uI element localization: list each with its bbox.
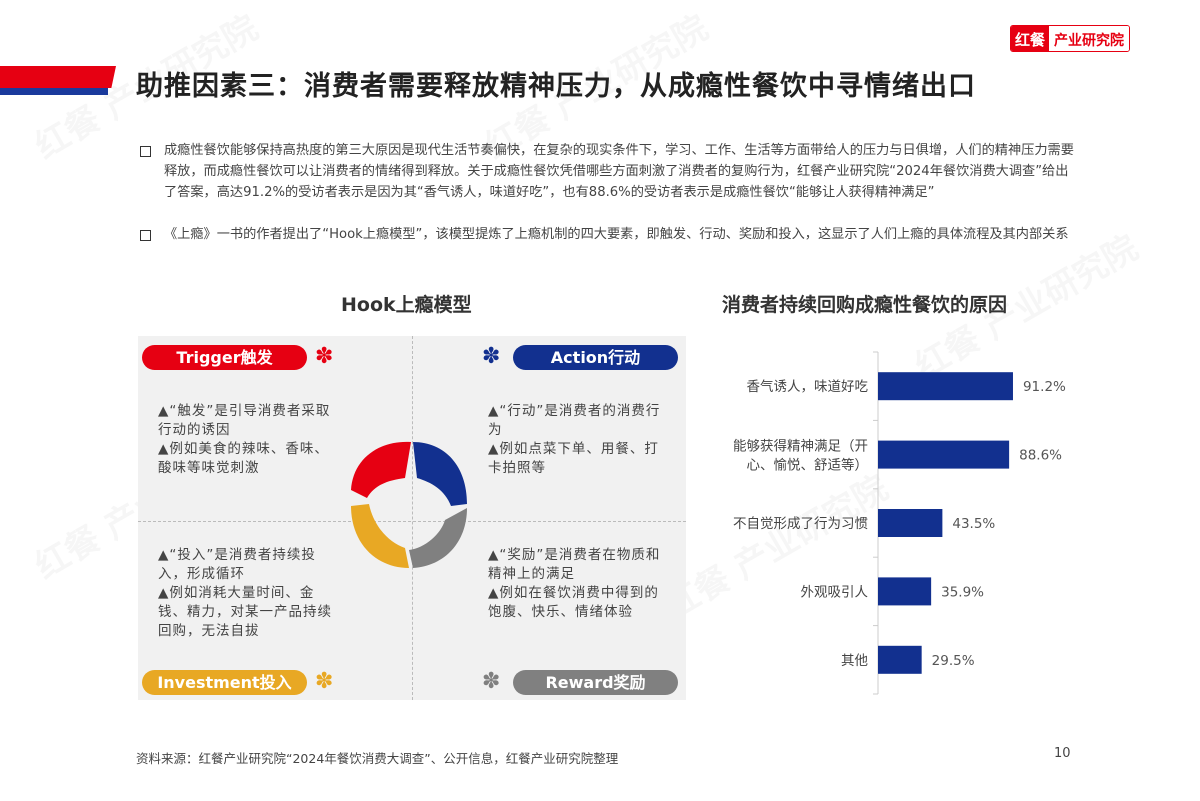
cycle-segment-reward <box>409 508 467 568</box>
bullet-paragraph: 《上瘾》一书的作者提出了“Hook上瘾模型”，该模型提炼了上瘾机制的四大要素，即… <box>140 224 1075 245</box>
trigger-text: ▲“触发”是引导消费者采取行动的诱因 ▲例如美食的辣味、香味、酸味等味觉刺激 <box>158 403 331 476</box>
flower-icon: ✽ <box>315 344 334 369</box>
value-label: 91.2% <box>1023 379 1066 395</box>
category-label: 不自觉形成了行为习惯 <box>733 515 868 532</box>
divider <box>138 521 686 522</box>
action-label: Action行动 <box>513 345 678 370</box>
logo: 红餐 产业研究院 <box>1010 25 1131 52</box>
value-label: 35.9% <box>941 584 984 600</box>
hook-cycle-graphic <box>351 441 467 568</box>
value-label: 43.5% <box>952 516 995 532</box>
reward-text: ▲“奖励”是消费者在物质和精神上的满足 ▲例如在餐饮消费中得到的饱腹、快乐、情绪… <box>488 547 661 620</box>
trigger-label: Trigger触发 <box>142 345 307 370</box>
category-label: 能够获得精神满足（开心、愉悦、舒适等） <box>733 438 868 474</box>
value-label: 29.5% <box>932 653 975 669</box>
cycle-segment-trigger <box>351 441 411 498</box>
title-accent-blue <box>0 88 108 95</box>
title-accent-red <box>0 66 116 88</box>
investment-label: Investment投入 <box>142 670 307 695</box>
bar <box>878 577 932 606</box>
reward-label: Reward奖励 <box>513 670 678 695</box>
flower-icon: ✽ <box>482 344 501 369</box>
hook-model-title: Hook上瘾模型 <box>341 294 472 316</box>
chart-title: 消费者持续回购成瘾性餐饮的原因 <box>722 294 1008 316</box>
divider <box>412 336 413 700</box>
logo-text: 产业研究院 <box>1049 26 1130 51</box>
bullet-paragraph: 成瘾性餐饮能够保持高热度的第三大原因是现代生活节奏偏快，在复杂的现实条件下，学习… <box>140 140 1075 203</box>
source-note: 资料来源：红餐产业研究院“2024年餐饮消费大调查”、公开信息，红餐产业研究院整… <box>136 751 619 766</box>
cycle-segment-investment <box>351 504 409 568</box>
bar <box>878 509 943 537</box>
logo-mark: 红餐 <box>1011 26 1050 51</box>
flower-icon: ✽ <box>482 669 501 694</box>
bar <box>878 372 1013 401</box>
category-label: 外观吸引人 <box>801 584 869 600</box>
category-label: 其他 <box>841 653 868 669</box>
action-text: ▲“行动”是消费者的消费行为 ▲例如点菜下单、用餐、打卡拍照等 <box>488 403 661 476</box>
value-label: 88.6% <box>1019 448 1062 464</box>
flower-icon: ✽ <box>315 669 334 694</box>
bar <box>878 645 922 674</box>
category-label: 香气诱人，味道好吃 <box>747 379 869 395</box>
investment-text: ▲“投入”是消费者持续投入，形成循环 ▲例如消耗大量时间、金钱、精力，对某一产品… <box>158 547 332 639</box>
bar <box>878 440 1010 469</box>
page-number: 10 <box>1054 746 1071 761</box>
page-title: 助推因素三：消费者需要释放精神压力，从成瘾性餐饮中寻情绪出口 <box>136 71 976 102</box>
cycle-segment-action <box>413 442 467 506</box>
bar-chart: 91.2% 香气诱人，味道好吃 88.6% 能够获得精神满足（开心、愉悦、舒适等） 43… <box>733 351 1066 695</box>
